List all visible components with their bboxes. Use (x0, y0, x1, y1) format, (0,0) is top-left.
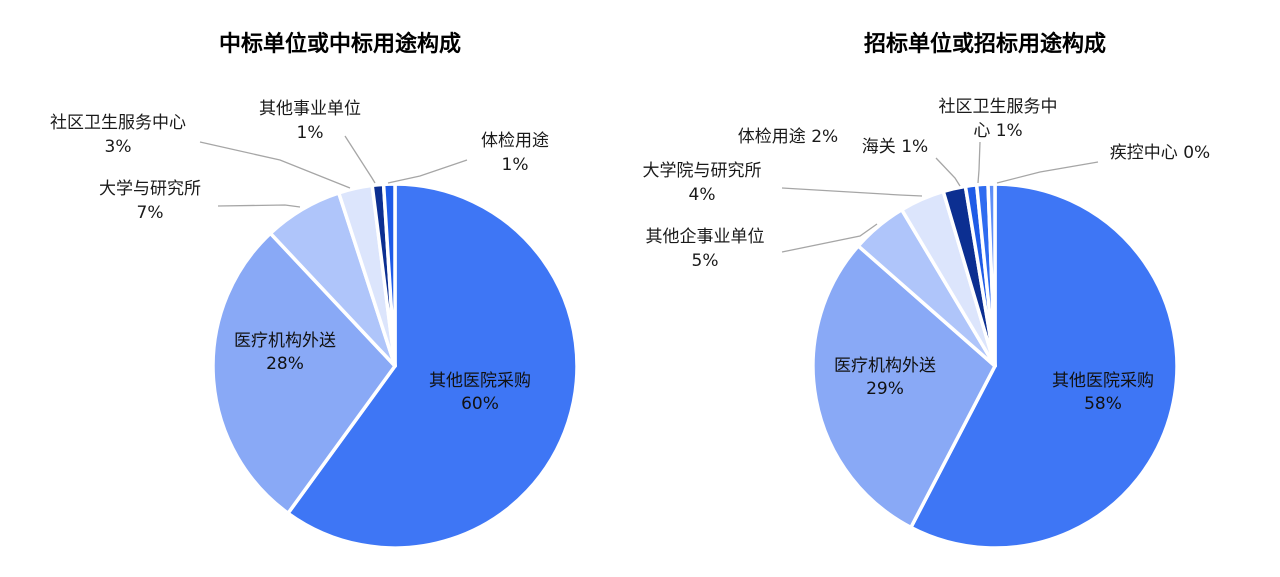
leader-line (781, 187, 923, 197)
slice-label: 社区卫生服务中心 (50, 113, 186, 133)
slice-value-label: 29% (866, 379, 904, 399)
slice-label: 其他医院采购 (1052, 371, 1154, 391)
slice-name: 体检用途 (738, 127, 806, 147)
slice-value-label: 5% (692, 251, 719, 271)
pie-slice (986, 182, 997, 368)
slice-label: 体检用途 2% (738, 127, 838, 147)
slice-label: 其他事业单位 (259, 99, 361, 119)
slice-label: 疾控中心 0% (1110, 143, 1210, 163)
slice-value-label: 3% (105, 137, 132, 157)
slice-label: 其他企事业单位 (646, 227, 765, 247)
leader-line (217, 204, 301, 208)
chart-title-right: 招标单位或招标用途构成 (863, 32, 1106, 57)
pie-slice (381, 182, 397, 368)
slice-label: 心 1% (973, 121, 1022, 141)
pie-1: 其他医院采购 60% 医疗机构外送 28% 大学与研究所 7% 社区卫生服务中心 3% 其他事业… (50, 99, 579, 550)
slice-label: 其他医院采购 (429, 371, 531, 391)
leader-line (996, 161, 1099, 184)
slice-label: 医疗机构外送 (234, 331, 336, 351)
leader-line (977, 141, 981, 184)
leader-line (344, 135, 376, 184)
pie-slice (211, 231, 397, 515)
slice-label: 大学与研究所 (99, 179, 201, 199)
slice-label: 社区卫生服务中 (939, 97, 1058, 117)
pie-2: 其他医院采购 58% 医疗机构外送 29% 其他企事业单位 5% 大学院与研究所 4% 体检用途… (643, 97, 1210, 550)
slice-value-label: 28% (266, 354, 304, 374)
leader-line (781, 223, 878, 253)
pie-slice (286, 182, 579, 550)
slice-value-label: 58% (1084, 394, 1122, 414)
slice-value-label: 7% (137, 203, 164, 223)
slice-value-label: 1% (297, 123, 324, 143)
slice-value-label: 1% (502, 155, 529, 175)
leader-line (387, 159, 468, 184)
leader-line (935, 157, 961, 187)
chart-title-left: 中标单位或中标用途构成 (218, 32, 461, 57)
slice-label: 体检用途 (481, 131, 549, 151)
slice-label: 大学院与研究所 (643, 161, 762, 181)
slice-name: 海关 (862, 137, 896, 157)
slice-value: 1% (901, 137, 928, 157)
pie-slice (909, 182, 1179, 550)
slice-label: 海关 1% (862, 137, 928, 157)
slice-value-label: 60% (461, 394, 499, 414)
slice-value: 0% (1183, 143, 1210, 163)
slice-name: 疾控中心 (1110, 143, 1178, 163)
pie-slice (811, 244, 997, 530)
slice-value: 2% (811, 127, 838, 147)
leader-line (199, 141, 351, 189)
slice-label: 医疗机构外送 (834, 356, 936, 376)
slice-value-label: 4% (689, 185, 716, 205)
